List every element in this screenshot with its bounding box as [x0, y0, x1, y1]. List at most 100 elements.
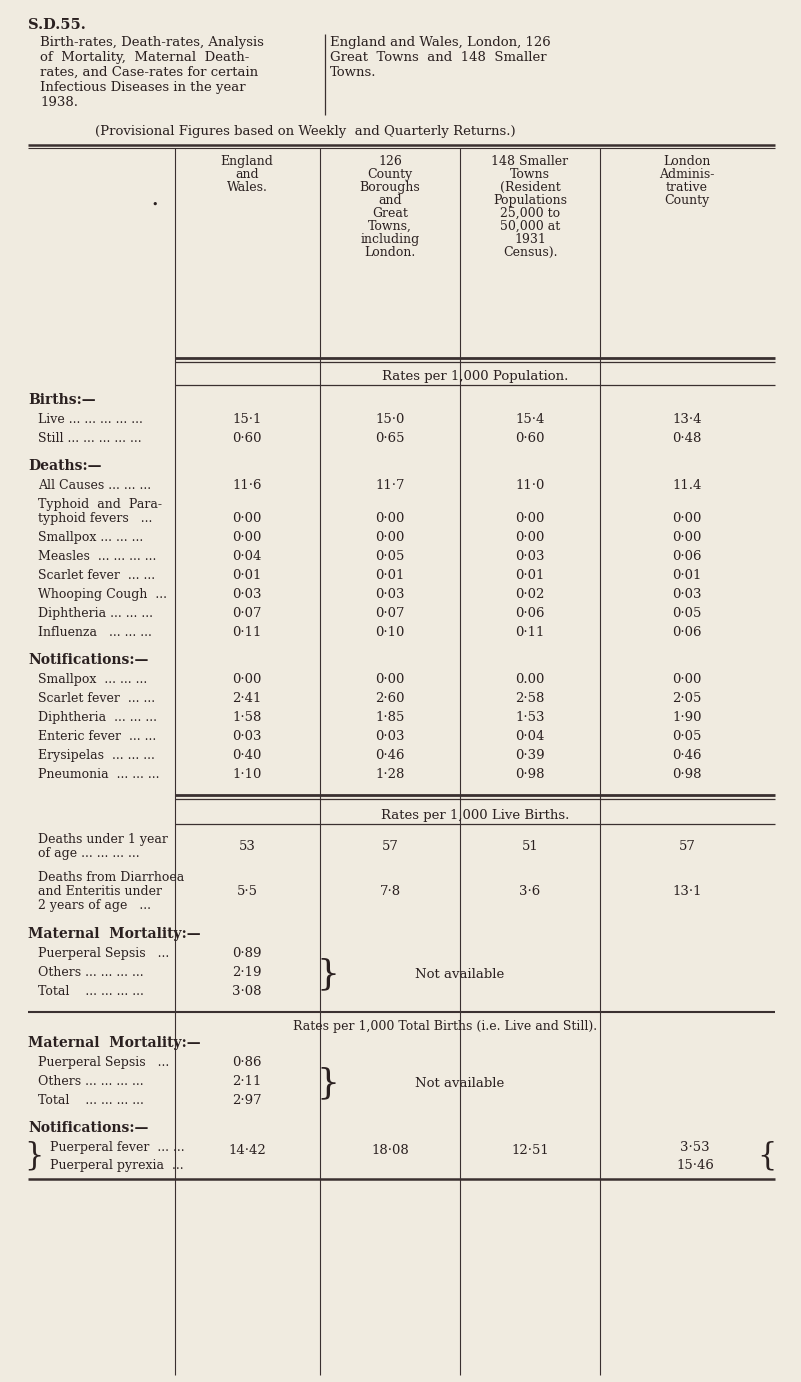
- Text: Enteric fever  ... ...: Enteric fever ... ...: [38, 730, 156, 744]
- Text: Not available: Not available: [416, 967, 505, 981]
- Text: 2·19: 2·19: [232, 966, 262, 978]
- Text: and Enteritis under: and Enteritis under: [38, 884, 162, 898]
- Text: 15·0: 15·0: [376, 413, 405, 426]
- Text: Births:—: Births:—: [28, 392, 95, 408]
- Text: 1931: 1931: [514, 234, 546, 246]
- Text: 15·1: 15·1: [232, 413, 262, 426]
- Text: Census).: Census).: [503, 246, 557, 258]
- Text: 0·03: 0·03: [232, 730, 262, 744]
- Text: County: County: [664, 193, 710, 207]
- Text: 15·46: 15·46: [676, 1159, 714, 1172]
- Text: 0·46: 0·46: [672, 749, 702, 761]
- Text: 0·98: 0·98: [515, 768, 545, 781]
- Text: 0·04: 0·04: [515, 730, 545, 744]
- Text: Scarlet fever  ... ...: Scarlet fever ... ...: [38, 569, 155, 582]
- Text: 2 years of age   ...: 2 years of age ...: [38, 900, 151, 912]
- Text: Birth-rates, Death-rates, Analysis: Birth-rates, Death-rates, Analysis: [40, 36, 264, 48]
- Text: London.: London.: [364, 246, 416, 258]
- Text: 0.00: 0.00: [515, 673, 545, 685]
- Text: Boroughs: Boroughs: [360, 181, 421, 193]
- Text: 0·00: 0·00: [672, 511, 702, 525]
- Text: 2·41: 2·41: [232, 692, 262, 705]
- Text: Adminis-: Adminis-: [659, 169, 714, 181]
- Text: Not available: Not available: [416, 1077, 505, 1090]
- Text: Influenza   ... ... ...: Influenza ... ... ...: [38, 626, 152, 638]
- Text: All Causes ... ... ...: All Causes ... ... ...: [38, 480, 151, 492]
- Text: 3·6: 3·6: [519, 884, 541, 898]
- Text: Maternal  Mortality:—: Maternal Mortality:—: [28, 927, 200, 941]
- Text: 57: 57: [678, 840, 695, 853]
- Text: Maternal  Mortality:—: Maternal Mortality:—: [28, 1036, 200, 1050]
- Text: typhoid fevers   ...: typhoid fevers ...: [38, 511, 152, 525]
- Text: 3·53: 3·53: [680, 1142, 710, 1154]
- Text: England: England: [220, 155, 273, 169]
- Text: 53: 53: [239, 840, 256, 853]
- Text: 13·1: 13·1: [672, 884, 702, 898]
- Text: 0·98: 0·98: [672, 768, 702, 781]
- Text: Smallpox ... ... ...: Smallpox ... ... ...: [38, 531, 143, 545]
- Text: 0·48: 0·48: [672, 433, 702, 445]
- Text: Notifications:—: Notifications:—: [28, 1121, 148, 1135]
- Text: rates, and Case-rates for certain: rates, and Case-rates for certain: [40, 66, 258, 79]
- Text: }: }: [316, 958, 340, 991]
- Text: Live ... ... ... ... ...: Live ... ... ... ... ...: [38, 413, 143, 426]
- Text: Deaths:—: Deaths:—: [28, 459, 102, 473]
- Text: 1938.: 1938.: [40, 95, 78, 109]
- Text: 11·6: 11·6: [232, 480, 262, 492]
- Text: 1·90: 1·90: [672, 710, 702, 724]
- Text: Rates per 1,000 Live Births.: Rates per 1,000 Live Births.: [380, 808, 570, 822]
- Text: trative: trative: [666, 181, 708, 193]
- Text: 0·86: 0·86: [232, 1056, 262, 1070]
- Text: Great  Towns  and  148  Smaller: Great Towns and 148 Smaller: [330, 51, 546, 64]
- Text: (Resident: (Resident: [500, 181, 561, 193]
- Text: Towns,: Towns,: [368, 220, 412, 234]
- Text: 1·10: 1·10: [232, 768, 262, 781]
- Text: 3·08: 3·08: [232, 985, 262, 998]
- Text: 0·01: 0·01: [515, 569, 545, 582]
- Text: County: County: [368, 169, 413, 181]
- Text: 0·01: 0·01: [232, 569, 262, 582]
- Text: Still ... ... ... ... ...: Still ... ... ... ... ...: [38, 433, 142, 445]
- Text: Diphtheria ... ... ...: Diphtheria ... ... ...: [38, 607, 153, 621]
- Text: 0·60: 0·60: [232, 433, 262, 445]
- Text: 0·11: 0·11: [515, 626, 545, 638]
- Text: }: }: [316, 1067, 340, 1100]
- Text: 0·39: 0·39: [515, 749, 545, 761]
- Text: Others ... ... ... ...: Others ... ... ... ...: [38, 1075, 143, 1088]
- Text: 14·42: 14·42: [228, 1144, 266, 1158]
- Text: {: {: [757, 1140, 776, 1172]
- Text: 11·0: 11·0: [515, 480, 545, 492]
- Text: 0·04: 0·04: [232, 550, 262, 562]
- Text: 25,000 to: 25,000 to: [500, 207, 560, 220]
- Text: of  Mortality,  Maternal  Death-: of Mortality, Maternal Death-: [40, 51, 249, 64]
- Text: Erysipelas  ... ... ...: Erysipelas ... ... ...: [38, 749, 155, 761]
- Text: Populations: Populations: [493, 193, 567, 207]
- Text: 0·03: 0·03: [672, 587, 702, 601]
- Text: 50,000 at: 50,000 at: [500, 220, 560, 234]
- Text: 1·58: 1·58: [232, 710, 262, 724]
- Text: 0·06: 0·06: [672, 626, 702, 638]
- Text: 7·8: 7·8: [380, 884, 400, 898]
- Text: 0·07: 0·07: [232, 607, 262, 621]
- Text: England and Wales, London, 126: England and Wales, London, 126: [330, 36, 551, 48]
- Text: Scarlet fever  ... ...: Scarlet fever ... ...: [38, 692, 155, 705]
- Text: Total    ... ... ... ...: Total ... ... ... ...: [38, 1095, 144, 1107]
- Text: 11.4: 11.4: [672, 480, 702, 492]
- Text: Diphtheria  ... ... ...: Diphtheria ... ... ...: [38, 710, 157, 724]
- Text: 13·4: 13·4: [672, 413, 702, 426]
- Text: 0·02: 0·02: [515, 587, 545, 601]
- Text: 0·03: 0·03: [232, 587, 262, 601]
- Text: •: •: [151, 200, 159, 210]
- Text: 0·06: 0·06: [515, 607, 545, 621]
- Text: Towns: Towns: [510, 169, 550, 181]
- Text: Rates per 1,000 Total Births (i.e. Live and Still).: Rates per 1,000 Total Births (i.e. Live …: [293, 1020, 597, 1032]
- Text: 0·89: 0·89: [232, 947, 262, 960]
- Text: 0·05: 0·05: [672, 607, 702, 621]
- Text: 0·03: 0·03: [515, 550, 545, 562]
- Text: 11·7: 11·7: [375, 480, 405, 492]
- Text: Rates per 1,000 Population.: Rates per 1,000 Population.: [382, 370, 568, 383]
- Text: and: and: [235, 169, 259, 181]
- Text: 2·97: 2·97: [232, 1095, 262, 1107]
- Text: S.D.55.: S.D.55.: [28, 18, 86, 32]
- Text: 0·07: 0·07: [375, 607, 405, 621]
